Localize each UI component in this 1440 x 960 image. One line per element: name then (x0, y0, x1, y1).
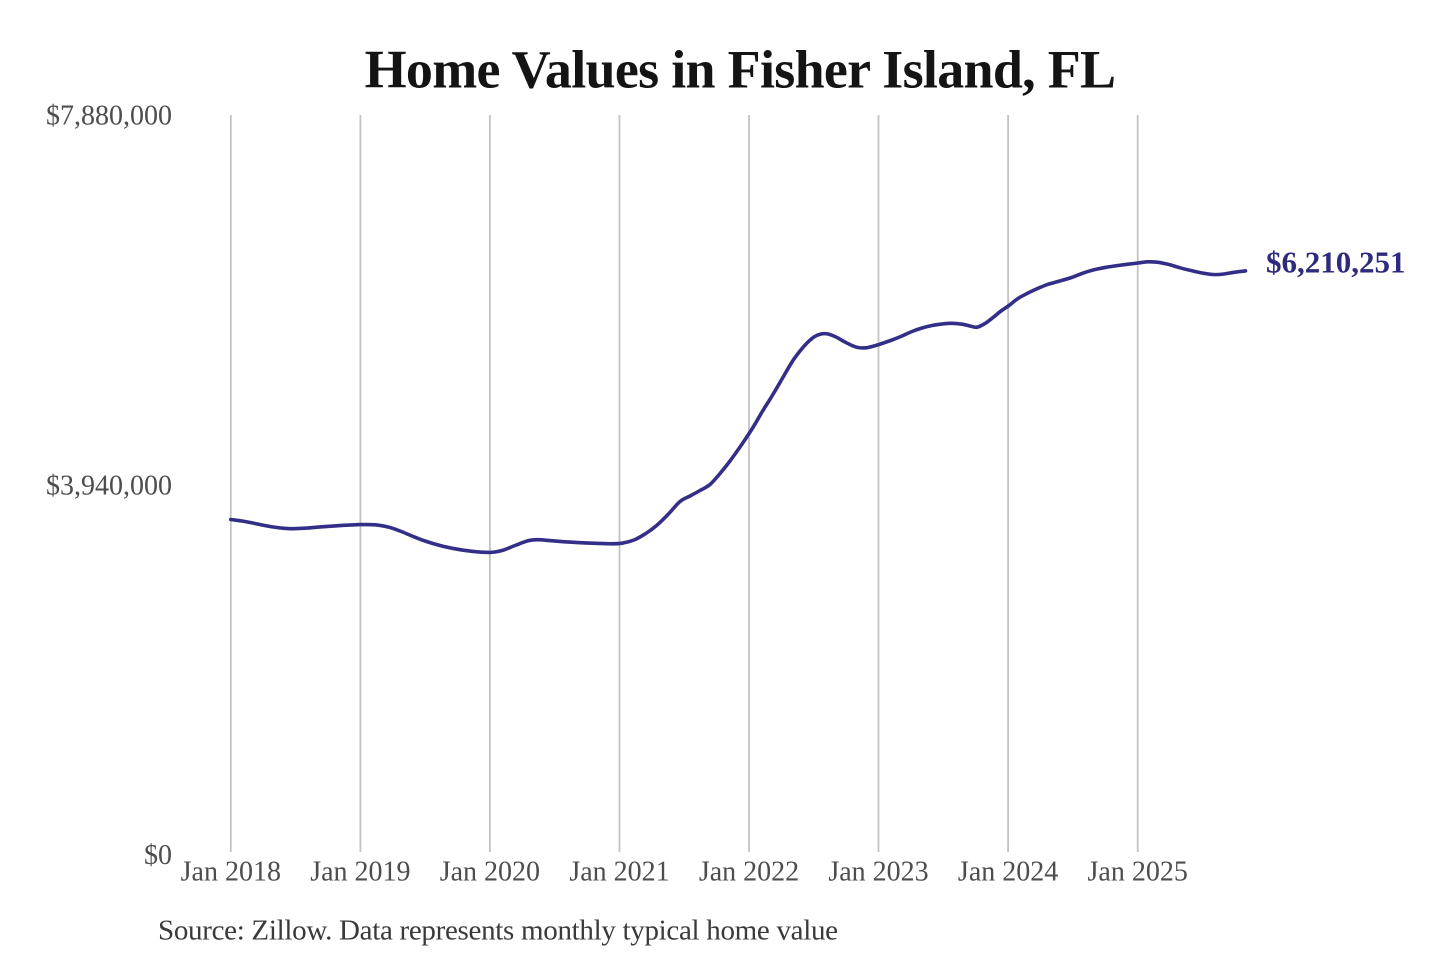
svg-text:Jan 2019: Jan 2019 (310, 857, 410, 888)
svg-text:Jan 2025: Jan 2025 (1088, 857, 1188, 888)
svg-text:Home Values in Fisher Island,: Home Values in Fisher Island, FL (365, 40, 1116, 100)
svg-text:Jan 2022: Jan 2022 (699, 857, 799, 888)
svg-text:$6,210,251: $6,210,251 (1266, 245, 1406, 280)
svg-text:$0: $0 (144, 840, 172, 871)
svg-text:Jan 2024: Jan 2024 (958, 857, 1058, 888)
svg-text:$3,940,000: $3,940,000 (46, 471, 172, 502)
svg-text:Jan 2018: Jan 2018 (181, 857, 281, 888)
svg-text:$7,880,000: $7,880,000 (46, 101, 172, 132)
svg-text:Jan 2020: Jan 2020 (440, 857, 540, 888)
svg-text:Source: Zillow. Data represent: Source: Zillow. Data represents monthly … (158, 915, 838, 947)
svg-text:Jan 2023: Jan 2023 (828, 857, 928, 888)
svg-text:Jan 2021: Jan 2021 (569, 857, 669, 888)
